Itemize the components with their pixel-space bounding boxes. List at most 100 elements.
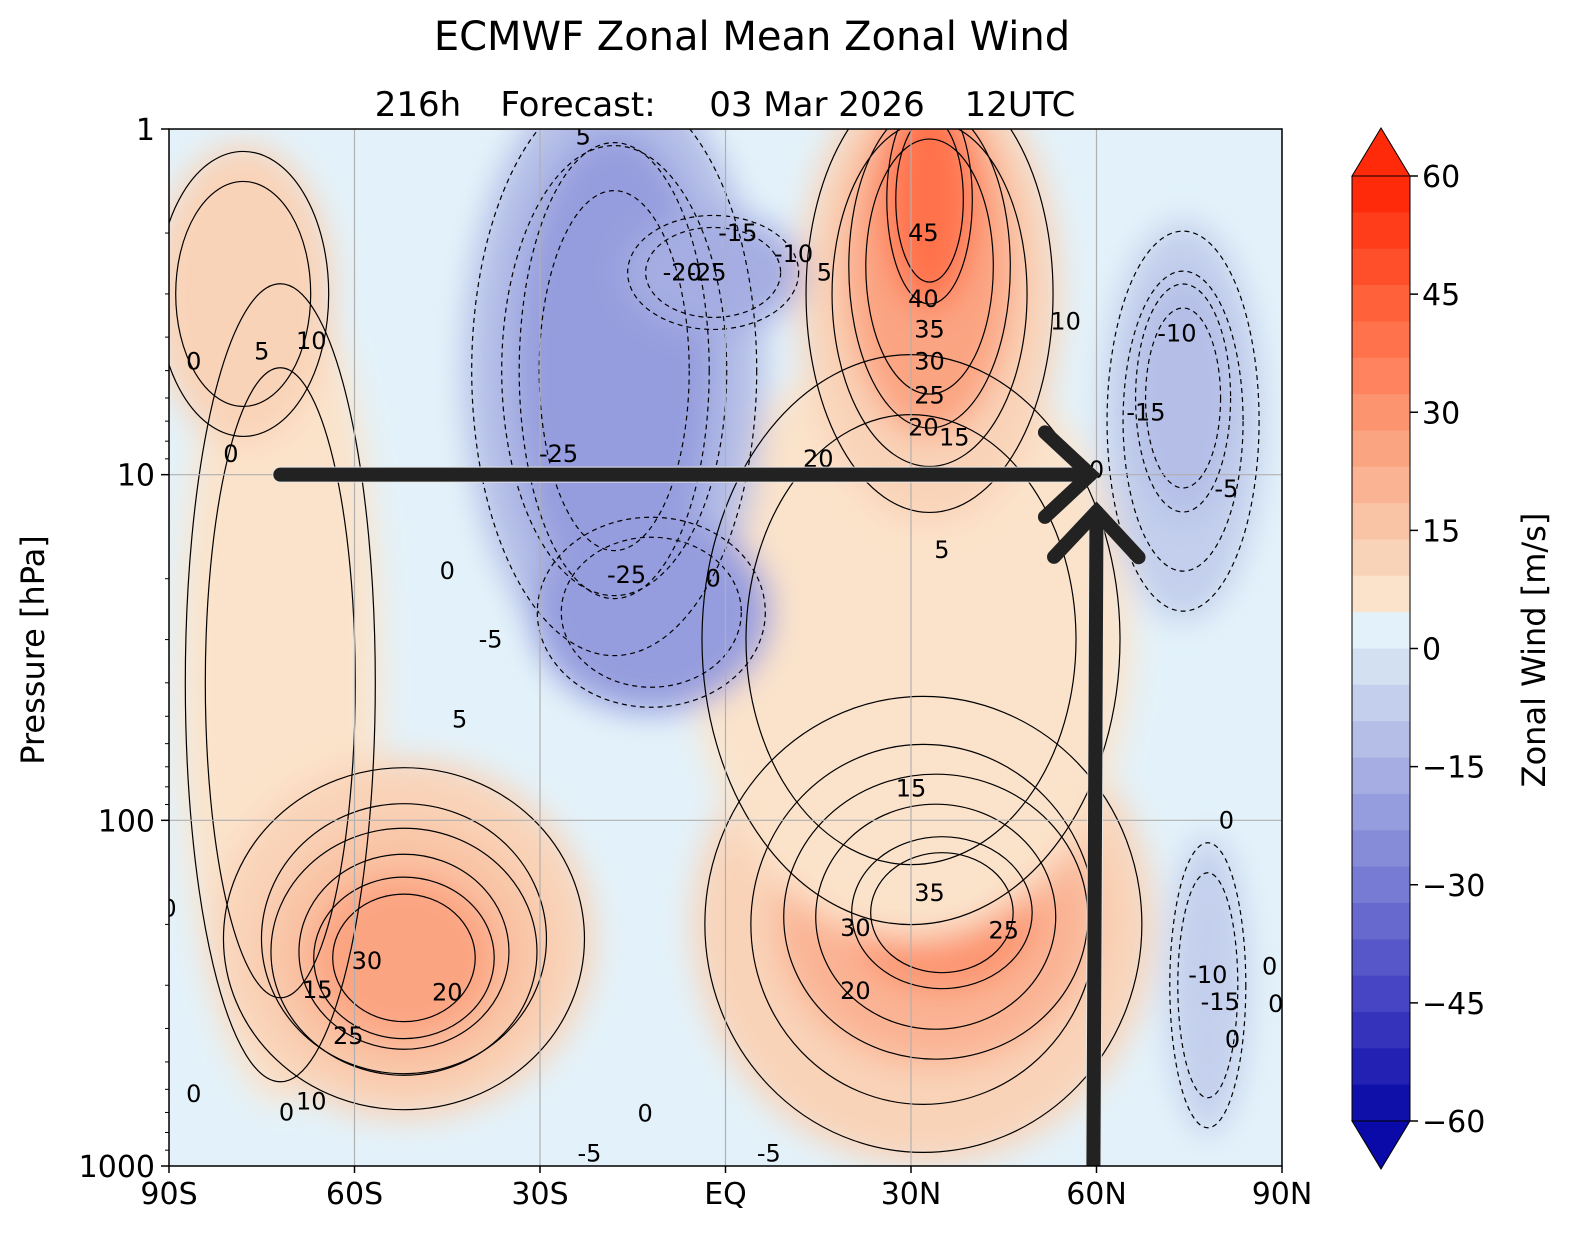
contour-label: 10 [1050,307,1081,335]
contour-label: 15 [302,976,333,1004]
colorbar: 60 45 30 15 0 −15 −30 −45 −60 [1351,127,1485,1170]
contour-line-negative [518,142,710,600]
arrow-head [1047,501,1146,565]
colorbar-segment [1352,248,1410,286]
subtitle-label: Forecast: [500,85,655,125]
contour-line-positive [886,129,973,305]
contour-label: 0 [223,440,238,468]
field-region [1167,835,1248,1136]
colorbar-segment [1352,575,1410,613]
colorbar-extend-high [1351,127,1411,177]
contour-line-positive [175,180,312,408]
y-tick-label: 10 [117,459,155,494]
contour-label: 45 [908,219,939,247]
x-tick-label: 30N [881,1177,942,1212]
subtitle-time: 12UTC [965,85,1076,125]
colorbar-tick-label: −15 [1422,751,1485,786]
contour-label: 5 [452,705,467,733]
colorbar-segment [1352,866,1410,904]
colorbar-tick-label: 0 [1422,633,1441,668]
contour-label: 30 [914,347,945,375]
contour-label: 0 [1225,1025,1240,1053]
colorbar-segment [1352,285,1410,322]
contour-line-negative [471,129,758,657]
contour-line-positive [815,803,1057,1030]
colorbar-segment [1352,357,1410,395]
annotation-arrows [272,425,1146,1166]
contour-label: 35 [914,315,945,343]
arrow-shaft [1086,504,1104,1166]
contour-line-positive [169,150,330,437]
colorbar-segment [1352,503,1410,540]
colorbar-tick-label: 60 [1422,160,1460,195]
contour-label: 25 [333,1022,364,1050]
contour-label: -10 [1188,961,1227,989]
colorbar-segment [1352,1011,1410,1049]
colorbar-tick-label: −60 [1422,1105,1485,1140]
colorbar-segment [1352,939,1410,977]
x-tick-label: 90S [140,1177,197,1212]
contour-line-negative [1177,872,1239,1099]
contour-label: 15 [939,423,970,451]
x-tick-label: EQ [704,1177,747,1212]
contour-label: 20 [840,977,871,1005]
contour-line-positive [270,827,538,1076]
field-region [308,872,499,1043]
field-region [169,143,334,444]
contour-label: 0 [1219,806,1234,834]
contour-line-negative [1134,283,1232,513]
colorbar-segment [1352,830,1410,868]
x-tick-label: 60S [326,1177,383,1212]
contour-label: 0 [161,895,176,923]
colorbar-segment [1352,902,1410,940]
colorbar-extend-low [1351,1120,1411,1170]
contour-line-negative [1169,842,1247,1129]
contour-line-negative [627,214,800,331]
colorbar-segment [1352,539,1410,577]
colorbar-segment [1352,394,1410,431]
contour-line-positive [332,893,476,1023]
field-region [1133,277,1234,518]
contour-line-negative [1122,270,1244,572]
contour-label: 0 [279,1098,294,1126]
contour-label: 30 [840,914,871,942]
colorbar-segment [1352,176,1410,213]
colorbar-tick-label: 45 [1422,278,1460,313]
colorbar-tick-label: 15 [1422,514,1460,549]
contour-label: 0 [705,565,720,593]
contour-label: -15 [718,219,757,247]
colorbar-segment [1352,793,1410,831]
contour-label: -15 [1126,398,1165,426]
contour-line-negative [1106,230,1260,612]
chart-subtitle: 216h Forecast: 03 Mar 2026 12UTC [375,85,1076,125]
x-tick-label: 30S [511,1177,568,1212]
y-axis: 1 10 100 1000 [79,113,169,1185]
contour-label: 0 [186,347,201,375]
contour-line-negative [536,516,766,708]
colorbar-segment [1352,721,1410,759]
colorbar-segment [1352,321,1410,359]
x-tick-label: 60N [1066,1177,1127,1212]
contour-label: -25 [539,440,578,468]
colorbar-segment [1352,212,1410,250]
contour-label: 20 [908,413,939,441]
contour-line-positive [865,138,994,395]
y-axis-label: Pressure [hPa] [14,535,52,765]
contour-line-positive [298,853,510,1050]
contour-line-negative [1144,307,1222,489]
colorbar-label: Zonal Wind [m/s] [1515,513,1553,788]
contour-line-positive [184,283,376,1083]
contour-label: -5 [479,626,503,654]
colorbar-segment [1352,1048,1410,1086]
contour-label: -10 [774,240,813,268]
contour-label: 5 [254,337,269,365]
contour-lines [169,129,1260,1153]
colorbar-tick-label: 30 [1422,396,1460,431]
field-region [884,129,975,310]
contour-line-positive [313,876,495,1040]
x-tick-label: 90N [1252,1177,1313,1212]
contour-label: -5 [577,1139,601,1167]
contour-label: -25 [607,561,646,589]
